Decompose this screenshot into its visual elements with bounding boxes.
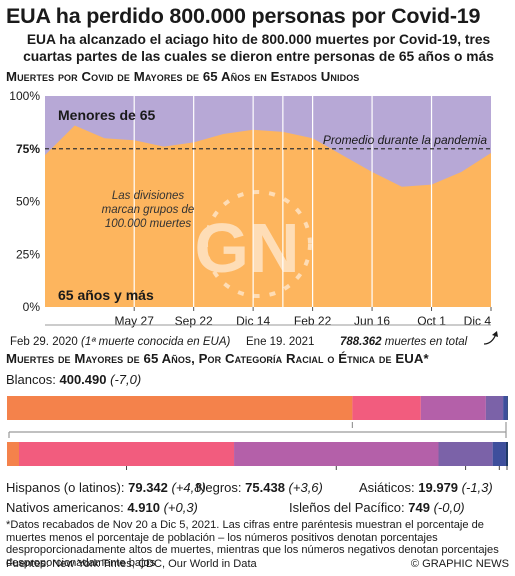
pacific-islander-delta: (-0,0) bbox=[433, 500, 465, 515]
over65-area bbox=[45, 125, 491, 307]
native-american-label: Nativos americanos: 4.910 (+0,3) bbox=[6, 500, 198, 515]
area-chart: GN Promedio durante la pandemia Menores … bbox=[9, 89, 498, 348]
pacific-islander-value: 749 bbox=[408, 500, 430, 515]
black-delta: (+3,6) bbox=[288, 480, 323, 495]
x-tick-label: Dic 4 bbox=[464, 314, 492, 328]
pacific-islander-name: Isleños del Pacífico bbox=[289, 500, 402, 515]
whites-value: 400.490 bbox=[59, 372, 107, 387]
bar2-segment-6 bbox=[505, 442, 508, 466]
sources: Fuentes: New York Times, CDC, Our World … bbox=[6, 558, 257, 570]
footnote: *Datos recabados de Nov 20 a Dic 5, 2021… bbox=[6, 519, 499, 569]
hispanic-label: Hispanos (o latinos): 79.342 (+4,8) bbox=[6, 480, 206, 495]
x-tick-label: May 27 bbox=[115, 314, 155, 328]
bar2-segment-1 bbox=[7, 442, 19, 466]
hispanic-delta: (+4,8) bbox=[171, 480, 206, 495]
watermark-virus-icon bbox=[204, 190, 312, 298]
x-tick-label: Sep 22 bbox=[175, 314, 213, 328]
asian-label: Asiáticos: 19.979 (-1,3) bbox=[359, 480, 493, 495]
black-value: 75.438 bbox=[245, 480, 285, 495]
whites-label: Blancos: 400.490 (-7,0) bbox=[6, 372, 142, 387]
x-tick-label: Oct 1 bbox=[417, 314, 446, 328]
mid-date-label: Ene 19. 2021 bbox=[246, 336, 314, 348]
bar2-segment-4 bbox=[438, 442, 493, 466]
bar-segment-6 bbox=[507, 396, 508, 420]
chart1-title: Muertes por Covid de Mayores de 65 Años … bbox=[6, 69, 360, 84]
whites-delta: (-7,0) bbox=[110, 372, 142, 387]
y-tick-label: 100% bbox=[9, 89, 40, 103]
subtitle: EUA ha alcanzado el aciago hito de 800.0… bbox=[23, 32, 494, 64]
under65-label: Menores de 65 bbox=[58, 107, 155, 123]
native-american-value: 4.910 bbox=[127, 500, 160, 515]
bar-segment-2 bbox=[352, 396, 421, 420]
hispanic-name: Hispanos (o latinos) bbox=[6, 480, 121, 495]
credit: © GRAPHIC NEWS bbox=[410, 558, 509, 570]
y-tick-label: 25% bbox=[16, 247, 40, 261]
ethnicity-bars bbox=[7, 396, 508, 470]
asian-value: 19.979 bbox=[418, 480, 459, 495]
black-label: Negros: 75.438 (+3,6) bbox=[196, 480, 323, 495]
black-name: Negros bbox=[196, 480, 238, 495]
native-american-name: Nativos americanos bbox=[6, 500, 121, 515]
bar2-segment-5 bbox=[492, 442, 506, 466]
bar2-segment-2 bbox=[19, 442, 235, 466]
bar-segment-4 bbox=[485, 396, 504, 420]
x-tick-label: Jun 16 bbox=[354, 314, 390, 328]
y-tick-label: 0% bbox=[23, 300, 41, 314]
pacific-islander-label: Isleños del Pacífico: 749 (-0,0) bbox=[289, 500, 465, 515]
y-tick-label: 50% bbox=[16, 195, 40, 209]
bar-segment-3 bbox=[420, 396, 486, 420]
bar-segment-5 bbox=[503, 396, 508, 420]
average-line-label: Promedio durante la pandemia bbox=[323, 133, 487, 147]
native-american-delta: (+0,3) bbox=[163, 500, 198, 515]
start-date-label: Feb 29. 2020 (1ª muerte conocida en EUA) bbox=[10, 336, 231, 348]
divisions-note: Las divisiones marcan grupos de 100.000 mu… bbox=[102, 190, 195, 230]
asian-delta: (-1,3) bbox=[461, 480, 493, 495]
page-title: EUA ha perdido 800.000 personas por Covi… bbox=[6, 4, 481, 28]
over65-label: 65 años y más bbox=[58, 287, 154, 303]
y-tick-label: 75% bbox=[16, 142, 40, 156]
x-tick-label: Feb 22 bbox=[294, 314, 332, 328]
x-tick-label: Dic 14 bbox=[236, 314, 270, 328]
chart2-title: Muertes de Mayores de 65 Años, Por Categ… bbox=[6, 351, 429, 366]
end-arrowhead-icon bbox=[492, 331, 498, 337]
watermark-logo: GN bbox=[195, 190, 312, 298]
zoom-bracket bbox=[8, 422, 507, 438]
bar-segment-1 bbox=[7, 396, 353, 420]
hispanic-value: 79.342 bbox=[128, 480, 168, 495]
bar2-segment-3 bbox=[234, 442, 439, 466]
total-deaths-label: 788.362 muertes en total bbox=[340, 336, 468, 348]
whites-name: Blancos bbox=[6, 372, 53, 387]
asian-name: Asiáticos bbox=[359, 480, 412, 495]
watermark-text: GN bbox=[195, 209, 300, 287]
